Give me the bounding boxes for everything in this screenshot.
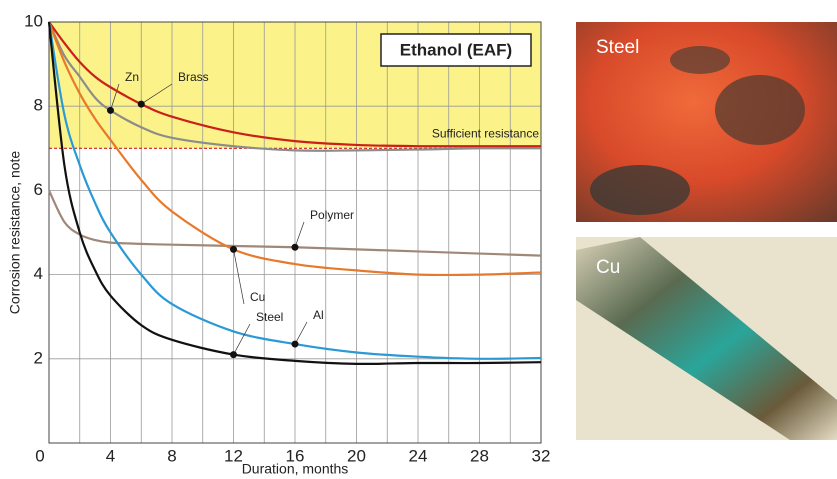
- photo-label: Cu: [596, 257, 620, 278]
- x-tick-label: 8: [167, 446, 176, 465]
- x-tick-label: 32: [532, 446, 551, 465]
- series-line: [47, 21, 542, 277]
- series-label: Brass: [178, 70, 209, 84]
- title-box: [380, 33, 532, 67]
- photos: Steel Cu: [576, 22, 837, 440]
- y-axis-label: Corrosion resistance, note: [7, 151, 23, 315]
- y-tick-label: 10: [24, 11, 43, 30]
- leader-line: [233, 249, 245, 305]
- photo-label: Steel: [596, 37, 639, 58]
- series-label: Steel: [256, 310, 283, 324]
- x-tick-label: 4: [106, 446, 115, 465]
- x-axis-label: Duration, months: [242, 461, 349, 477]
- threshold-label: Sufficient resistance: [432, 126, 539, 140]
- series-label: Zn: [125, 70, 139, 84]
- photo-detail: [576, 237, 837, 440]
- y-tick-label: 8: [34, 96, 43, 115]
- point-marker: [291, 243, 299, 251]
- x-tick-label: 28: [470, 446, 489, 465]
- point-marker: [107, 106, 114, 114]
- leader-line: [294, 321, 308, 345]
- x-tick-label: 20: [347, 446, 366, 465]
- series-label: Polymer: [310, 208, 354, 222]
- leader-line: [141, 83, 173, 105]
- point-marker: [291, 340, 299, 348]
- y-tick-label: 4: [34, 264, 43, 283]
- leader-line: [110, 83, 120, 111]
- leader-line: [294, 221, 305, 248]
- series-line: [47, 21, 542, 366]
- photo-detail: [670, 46, 730, 74]
- y-tick-label: 6: [34, 180, 43, 199]
- photo-detail: [715, 75, 805, 145]
- point-marker: [137, 100, 145, 108]
- y-tick-label: 2: [34, 348, 43, 367]
- x-tick-label: 16: [286, 446, 305, 465]
- series-line: [48, 21, 541, 148]
- series-label: Cu: [250, 290, 265, 304]
- series-label: Al: [313, 308, 324, 322]
- photo-detail: [590, 165, 690, 215]
- plot-frame: [48, 21, 542, 444]
- x-tick-label: 24: [409, 446, 428, 465]
- chart-title: Ethanol (EAF): [400, 40, 512, 59]
- x-tick-label: 12: [224, 446, 243, 465]
- leader-line: [233, 323, 251, 355]
- point-marker: [230, 351, 237, 359]
- x-tick-label: 0: [35, 446, 44, 465]
- point-marker: [230, 245, 237, 253]
- series-line: [47, 21, 542, 360]
- series-line: [47, 21, 542, 152]
